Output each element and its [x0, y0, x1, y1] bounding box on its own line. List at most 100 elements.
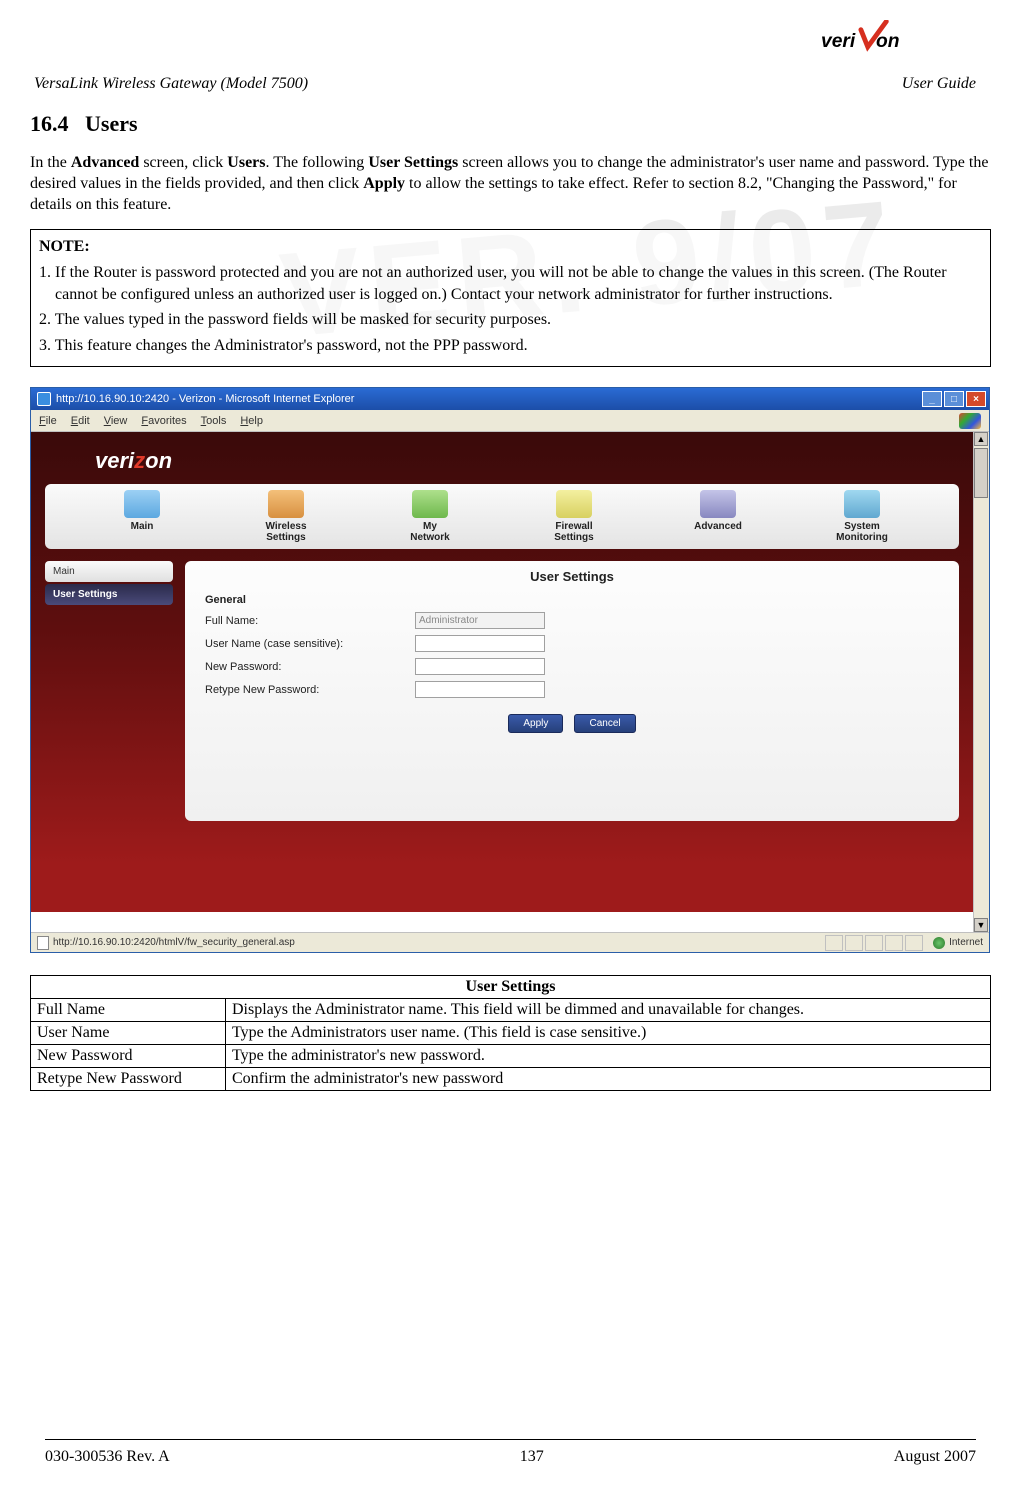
field-label: New Password:	[205, 661, 415, 673]
panel-buttons: Apply Cancel	[205, 714, 939, 733]
svg-text:on: on	[876, 31, 900, 52]
menu-file[interactable]: File	[39, 415, 57, 427]
section-heading: 16.4 Users	[30, 111, 991, 137]
table-cell-field: New Password	[31, 1045, 226, 1068]
footer-rule	[45, 1439, 976, 1440]
status-cell	[905, 935, 923, 951]
note-item-1: 1. If the Router is password protected a…	[39, 262, 982, 305]
cancel-button[interactable]: Cancel	[574, 714, 635, 733]
ic-network-icon	[412, 490, 448, 518]
table-row: New PasswordType the administrator's new…	[31, 1045, 991, 1068]
table-cell-field: Retype New Password	[31, 1068, 226, 1091]
status-cell	[825, 935, 843, 951]
page-icon	[37, 936, 49, 950]
topnav-item[interactable]: WirelessSettings	[229, 490, 343, 543]
topnav-item[interactable]: Advanced	[661, 490, 775, 543]
vertical-scrollbar[interactable]: ▲ ▼	[973, 432, 989, 932]
form-row: User Name (case sensitive):	[205, 635, 939, 652]
ic-firewall-icon	[556, 490, 592, 518]
windows-flag-icon	[959, 413, 981, 429]
table-cell-field: User Name	[31, 1022, 226, 1045]
ie-icon	[37, 392, 51, 406]
sidebar-tab[interactable]: Main	[45, 561, 173, 582]
text-input	[415, 612, 545, 629]
ic-advanced-icon	[700, 490, 736, 518]
window-titlebar: http://10.16.90.10:2420 - Verizon - Micr…	[31, 388, 989, 410]
topnav-label: Advanced	[661, 521, 775, 532]
topnav-label: WirelessSettings	[229, 521, 343, 543]
note-item-2: 2. The values typed in the password fiel…	[39, 309, 982, 331]
header-left: VersaLink Wireless Gateway (Model 7500)	[34, 75, 308, 93]
footer-center: 137	[520, 1448, 544, 1466]
topnav-item[interactable]: MyNetwork	[373, 490, 487, 543]
topnav-label: SystemMonitoring	[805, 521, 919, 543]
topnav-label: MyNetwork	[373, 521, 487, 543]
table-title: User Settings	[31, 976, 991, 999]
window-minimize-button[interactable]: _	[922, 391, 942, 407]
menu-favorites[interactable]: Favorites	[141, 415, 186, 427]
panel-title: User Settings	[205, 569, 939, 584]
menu-help[interactable]: Help	[240, 415, 263, 427]
sidebar-tab[interactable]: User Settings	[45, 584, 173, 605]
footer-left: 030-300536 Rev. A	[45, 1448, 170, 1466]
topnav-item[interactable]: FirewallSettings	[517, 490, 631, 543]
status-url: http://10.16.90.10:2420/htmlV/fw_securit…	[53, 937, 295, 948]
table-row: Full NameDisplays the Administrator name…	[31, 999, 991, 1022]
user-settings-panel: User Settings General Full Name: User Nam…	[185, 561, 959, 821]
browser-menubar: File Edit View Favorites Tools Help	[31, 410, 989, 432]
status-cell	[865, 935, 883, 951]
ie-screenshot: http://10.16.90.10:2420 - Verizon - Micr…	[30, 387, 990, 953]
ic-wireless-icon	[268, 490, 304, 518]
page-footer: 030-300536 Rev. A 137 August 2007	[30, 1448, 991, 1466]
topnav-item[interactable]: Main	[85, 490, 199, 543]
table-cell-desc: Type the Administrators user name. (This…	[226, 1022, 991, 1045]
svg-text:veri: veri	[821, 31, 856, 52]
field-label: Retype New Password:	[205, 684, 415, 696]
ic-main-icon	[124, 490, 160, 518]
scroll-down-button[interactable]: ▼	[974, 918, 988, 932]
menu-edit[interactable]: Edit	[71, 415, 90, 427]
menu-view[interactable]: View	[104, 415, 128, 427]
field-label: Full Name:	[205, 615, 415, 627]
text-input[interactable]	[415, 681, 545, 698]
text-input[interactable]	[415, 635, 545, 652]
header-right: User Guide	[902, 75, 976, 93]
window-maximize-button[interactable]: □	[944, 391, 964, 407]
verizon-logo-top: veri on	[30, 20, 991, 65]
intro-paragraph: In the Advanced screen, click Users. The…	[30, 153, 991, 215]
footer-right: August 2007	[894, 1448, 976, 1466]
form-row: New Password:	[205, 658, 939, 675]
table-cell-field: Full Name	[31, 999, 226, 1022]
topnav-item[interactable]: SystemMonitoring	[805, 490, 919, 543]
status-cell	[885, 935, 903, 951]
menu-tools[interactable]: Tools	[201, 415, 227, 427]
browser-statusbar: http://10.16.90.10:2420/htmlV/fw_securit…	[31, 932, 989, 952]
router-page: verizon Main WirelessSettings MyNetwork Fir…	[31, 432, 973, 912]
text-input[interactable]	[415, 658, 545, 675]
table-cell-desc: Type the administrator's new password.	[226, 1045, 991, 1068]
topnav-label: FirewallSettings	[517, 521, 631, 543]
user-settings-table: User Settings Full NameDisplays the Admi…	[30, 975, 991, 1091]
router-topnav: Main WirelessSettings MyNetwork FirewallSet…	[45, 484, 959, 549]
note-item-3: 3. This feature changes the Administrato…	[39, 335, 982, 357]
table-row: User NameType the Administrators user na…	[31, 1022, 991, 1045]
form-row: Retype New Password:	[205, 681, 939, 698]
scroll-up-button[interactable]: ▲	[974, 432, 988, 446]
router-logo: verizon	[95, 448, 959, 474]
router-sidebar: MainUser Settings	[45, 561, 173, 821]
form-row: Full Name:	[205, 612, 939, 629]
scroll-thumb[interactable]	[974, 448, 988, 498]
panel-section-label: General	[205, 594, 939, 606]
internet-zone-icon	[933, 937, 945, 949]
note-box: NOTE: 1. If the Router is password prote…	[30, 229, 991, 367]
table-row: Retype New PasswordConfirm the administr…	[31, 1068, 991, 1091]
apply-button[interactable]: Apply	[508, 714, 563, 733]
table-cell-desc: Confirm the administrator's new password	[226, 1068, 991, 1091]
window-close-button[interactable]: ×	[966, 391, 986, 407]
internet-zone-label: Internet	[949, 937, 983, 948]
ic-system-icon	[844, 490, 880, 518]
window-title: http://10.16.90.10:2420 - Verizon - Micr…	[56, 393, 354, 405]
field-label: User Name (case sensitive):	[205, 638, 415, 650]
table-cell-desc: Displays the Administrator name. This fi…	[226, 999, 991, 1022]
note-label: NOTE:	[39, 236, 982, 258]
